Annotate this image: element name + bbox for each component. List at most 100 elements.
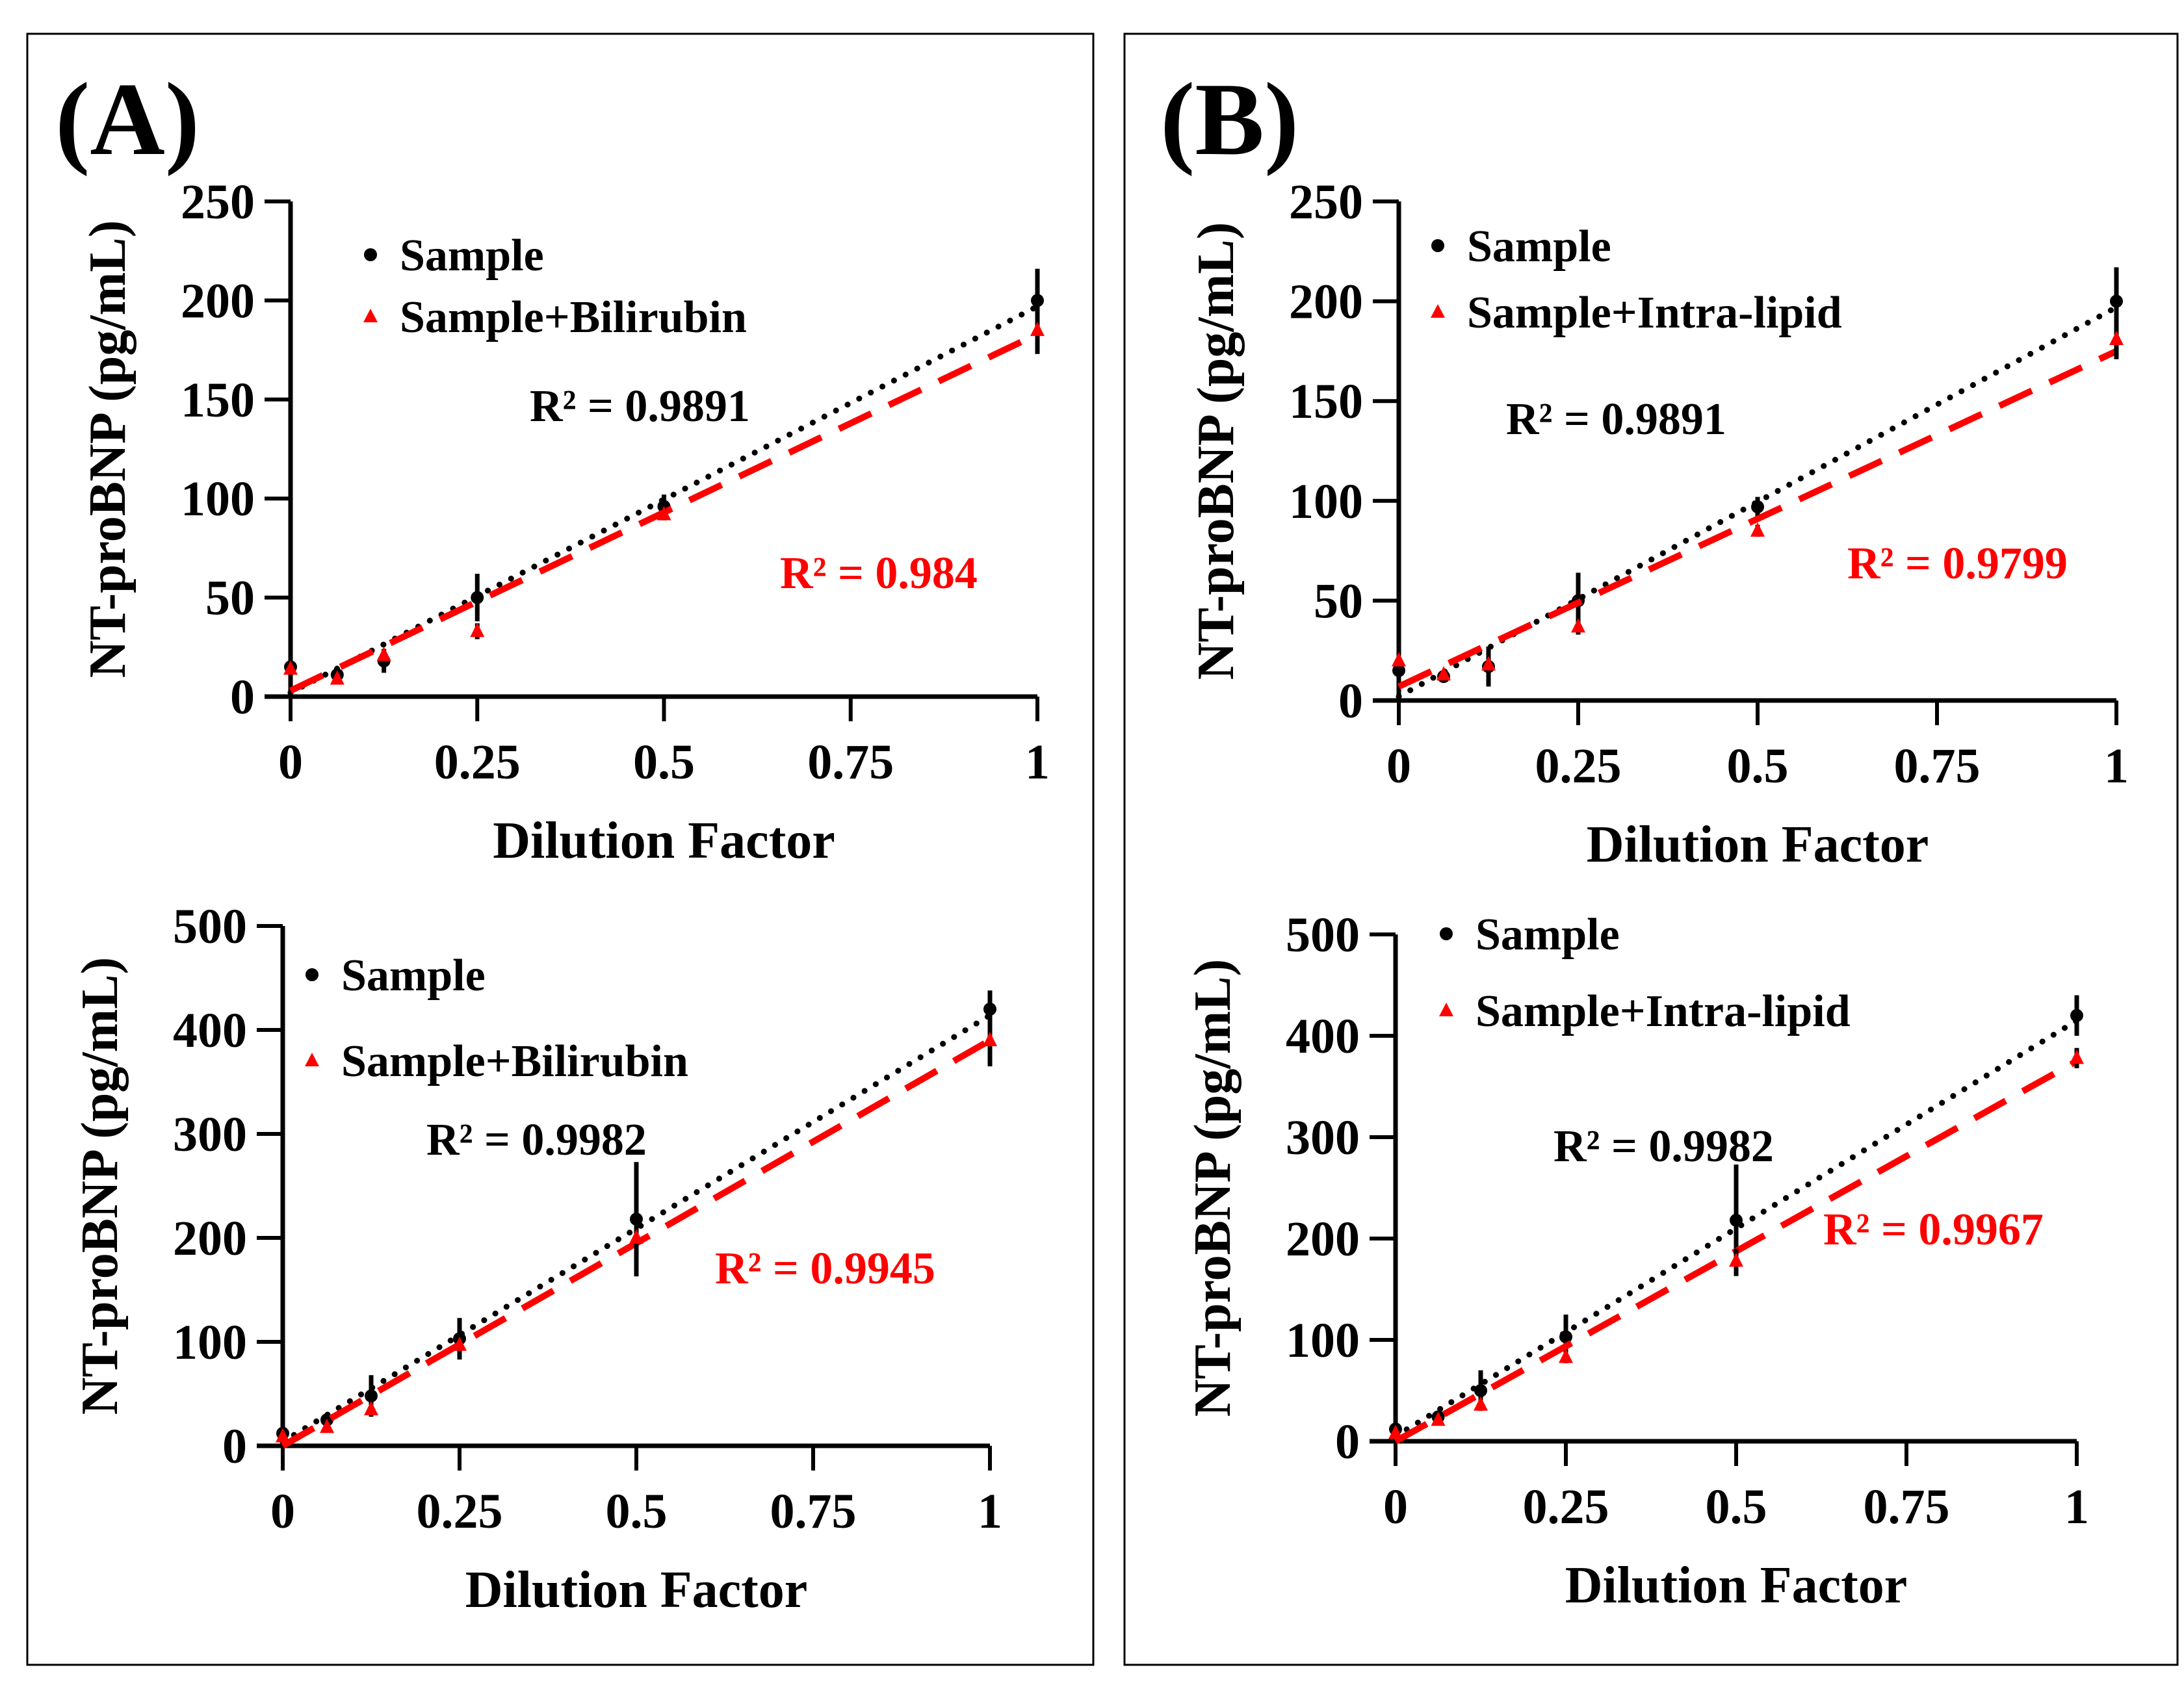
r-squared-label: R² = 0.9891 <box>530 381 750 431</box>
data-point <box>1388 1424 1403 1439</box>
y-tick-label: 250 <box>181 175 255 229</box>
trendline <box>1392 1018 2080 1439</box>
r-squared-label: R² = 0.9891 <box>1506 394 1726 444</box>
y-tick-label: 0 <box>222 1419 247 1474</box>
y-tick-label: 100 <box>1289 474 1363 529</box>
data-point <box>320 1419 334 1433</box>
data-point <box>2109 330 2124 345</box>
trendline <box>1397 348 2118 690</box>
series-spiked <box>283 306 1045 694</box>
x-tick-label: 0.5 <box>606 1484 668 1539</box>
trendline <box>1396 304 2120 700</box>
x-tick-label: 0.25 <box>434 735 521 790</box>
y-tick-label: 0 <box>230 670 255 725</box>
y-axis-label: NT-proBNP (pg/mL) <box>1184 959 1242 1417</box>
panel-b-frame <box>1123 32 2179 1666</box>
data-point <box>2070 1049 2084 1064</box>
y-tick-label: 500 <box>1286 908 1360 962</box>
y-tick-label: 50 <box>205 571 255 626</box>
data-point <box>983 1032 997 1046</box>
x-tick-label: 0.5 <box>1706 1480 1767 1534</box>
y-tick-label: 300 <box>173 1107 247 1162</box>
x-axis-label: Dilution Factor <box>1587 816 1929 873</box>
x-tick-label: 0.75 <box>807 735 894 790</box>
y-tick-label: 0 <box>1335 1415 1360 1469</box>
x-tick-label: 1 <box>2064 1480 2089 1534</box>
legend-marker <box>1431 304 1445 318</box>
data-point <box>1571 618 1585 633</box>
y-tick-label: 200 <box>173 1211 247 1266</box>
y-tick-label: 300 <box>1286 1111 1360 1165</box>
y-tick-label: 150 <box>1289 374 1363 429</box>
x-tick-label: 0.25 <box>1523 1480 1609 1534</box>
y-tick-label: 0 <box>1338 674 1363 728</box>
data-point <box>983 1003 996 1016</box>
x-tick-label: 0.25 <box>417 1484 503 1539</box>
data-point <box>1481 656 1496 671</box>
legend-label: Sample+Bilirubin <box>400 292 747 342</box>
y-tick-label: 50 <box>1314 574 1363 628</box>
legend-label: Sample <box>1476 910 1620 960</box>
data-point <box>471 591 484 604</box>
y-tick-label: 200 <box>181 274 255 328</box>
legend-label: Sample+Intra-lipid <box>1476 986 1851 1036</box>
x-tick-label: 0 <box>278 735 303 790</box>
x-tick-label: 0.25 <box>1535 739 1622 793</box>
data-point <box>1436 666 1451 681</box>
data-point <box>364 1401 378 1415</box>
y-axis-label: NT-proBNP (pg/mL) <box>79 220 136 678</box>
data-point <box>1559 1348 1573 1363</box>
x-tick-label: 0.5 <box>633 735 695 790</box>
chart-3: 0 100 200 300 400 500 0 0.25 0.5 0.75 1 Dilution Fa… <box>72 899 1002 1619</box>
data-point <box>283 660 298 675</box>
x-tick-label: 0.75 <box>770 1484 857 1539</box>
series-spiked <box>1388 1047 2084 1445</box>
data-point <box>1030 322 1045 337</box>
data-point <box>1751 500 1764 514</box>
x-tick-label: 1 <box>978 1484 1002 1539</box>
legend-label: Sample+Intra-lipid <box>1467 288 1842 338</box>
y-tick-label: 250 <box>1289 175 1363 229</box>
legend-marker <box>1431 239 1444 252</box>
series-spiked <box>1392 319 2124 690</box>
y-axis-label: NT-proBNP (pg/mL) <box>1188 222 1245 680</box>
x-tick-label: 0.5 <box>1727 739 1789 793</box>
r-squared-label: R² = 0.984 <box>780 548 978 598</box>
legend-marker <box>1439 1003 1453 1016</box>
x-tick-label: 0 <box>1386 739 1411 793</box>
y-tick-label: 200 <box>1289 275 1363 329</box>
chart-4: 0 100 200 300 400 500 0 0.25 0.5 0.75 1 Dilution Fa… <box>1184 908 2089 1614</box>
panel-a-frame <box>26 32 1095 1666</box>
y-tick-label: 100 <box>173 1315 247 1370</box>
r-squared-label: R² = 0.9945 <box>715 1244 935 1294</box>
x-tick-label: 0 <box>1383 1480 1408 1534</box>
x-axis-label: Dilution Factor <box>465 1561 808 1619</box>
data-point <box>365 1389 378 1403</box>
data-point <box>1392 652 1406 667</box>
legend-marker <box>305 1053 319 1066</box>
data-point <box>452 1336 467 1351</box>
data-point <box>630 1213 643 1226</box>
x-axis-label: Dilution Factor <box>493 812 835 869</box>
x-tick-label: 0 <box>270 1484 295 1539</box>
legend-marker <box>306 968 318 981</box>
legend-marker <box>363 309 378 322</box>
panel-b-label: (B) <box>1160 61 1299 177</box>
data-point <box>656 506 671 520</box>
data-point <box>1474 1396 1488 1411</box>
y-tick-label: 100 <box>1286 1313 1360 1368</box>
y-tick-label: 500 <box>173 899 247 954</box>
legend-label: Sample+Bilirubin <box>341 1036 688 1086</box>
y-tick-label: 400 <box>1286 1009 1360 1064</box>
data-point <box>1730 1213 1743 1227</box>
x-tick-label: 1 <box>2104 739 2129 793</box>
legend-label: Sample <box>1467 222 1611 272</box>
legend-marker <box>1440 927 1453 940</box>
chart-1: 0 50 100 150 200 250 0 0.25 0.5 0.75 1 Dilution Fac… <box>79 175 1050 869</box>
y-tick-label: 100 <box>181 472 255 526</box>
legend-marker <box>364 248 377 261</box>
chart-2: 0 50 100 150 200 250 0 0.25 0.5 0.75 1 Dilution Fac… <box>1188 175 2129 873</box>
x-axis-label: Dilution Factor <box>1565 1557 1908 1614</box>
data-point <box>1729 1252 1743 1267</box>
